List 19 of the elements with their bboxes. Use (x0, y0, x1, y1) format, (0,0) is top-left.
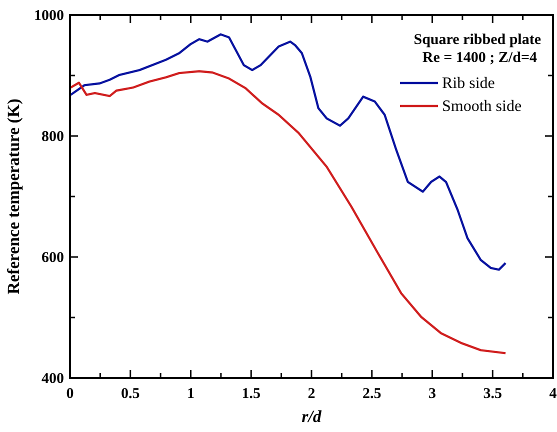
x-tick-label: 3 (428, 386, 436, 402)
x-tick-label: 3.5 (483, 386, 502, 402)
x-tick-label: 1.5 (242, 386, 260, 402)
x-tick-label: 0 (66, 386, 74, 402)
legend-label: Rib side (442, 75, 495, 92)
y-tick-label: 600 (42, 250, 64, 266)
x-tick-label: 0.5 (121, 386, 140, 402)
legend-label: Smooth side (442, 98, 522, 115)
x-axis-title: r/d (302, 407, 322, 426)
y-tick-label: 400 (42, 371, 64, 387)
legend-title: Square ribbed plate (414, 32, 542, 48)
y-tick-label: 1000 (34, 8, 64, 24)
y-axis-title: Reference temperature (K) (4, 98, 23, 294)
annotation: Re = 1400 ; Z/d=4 (422, 50, 538, 66)
y-tick-label: 800 (42, 129, 64, 145)
x-tick-label: 2.5 (362, 386, 382, 402)
x-tick-label: 2 (308, 386, 316, 402)
x-tick-label: 1 (187, 386, 194, 402)
x-tick-label: 4 (549, 386, 557, 402)
